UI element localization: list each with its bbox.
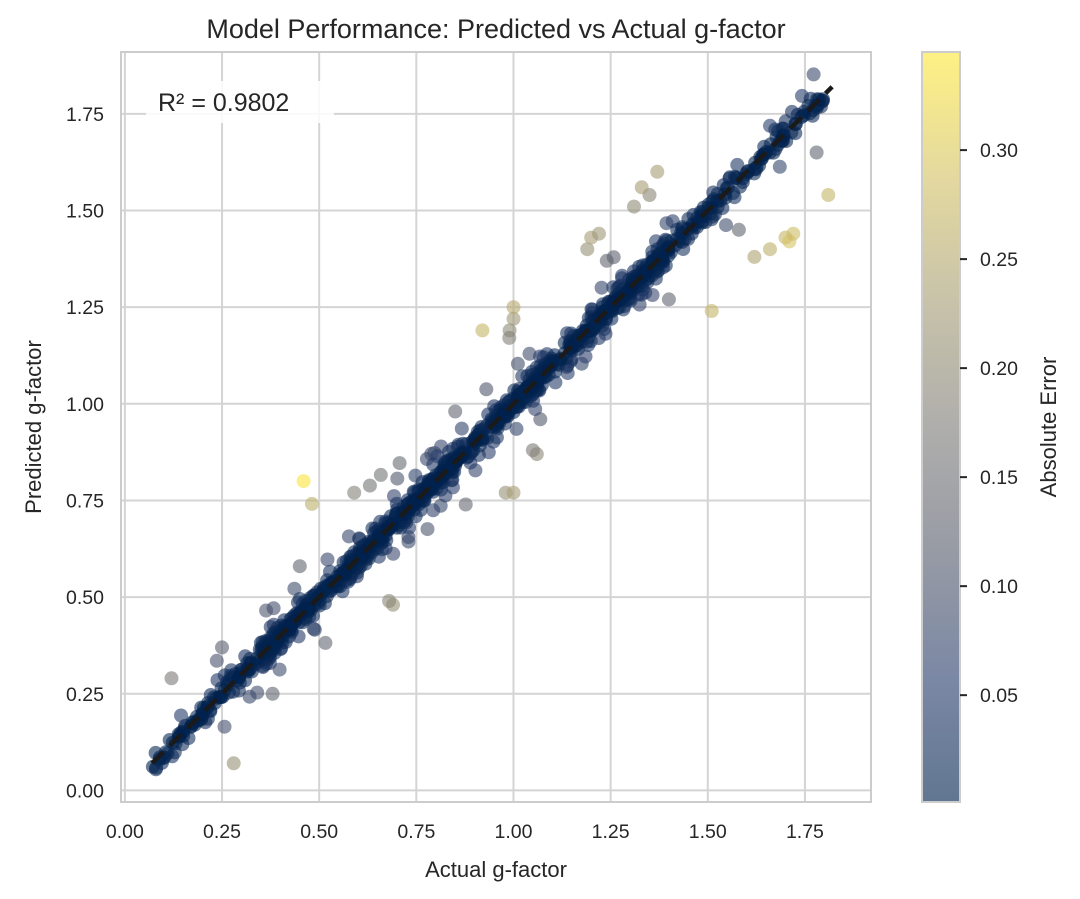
y-tick-label: 1.25 xyxy=(66,297,104,319)
scatter-point xyxy=(661,292,676,307)
plot-frame xyxy=(120,51,872,803)
scatter-point xyxy=(426,503,441,518)
scatter-point xyxy=(373,467,388,482)
scatter-point xyxy=(594,280,609,295)
scatter-point xyxy=(772,159,787,174)
colorbar-frame xyxy=(921,51,961,803)
scatter-point xyxy=(420,522,435,537)
y-tick-label: 0.50 xyxy=(66,587,104,609)
scatter-point xyxy=(731,222,746,237)
x-tick-label: 1.25 xyxy=(592,821,630,843)
scatter-point xyxy=(382,594,397,608)
scatter-point xyxy=(592,226,606,241)
scatter-point xyxy=(174,708,188,723)
scatter-point xyxy=(215,640,229,655)
scatter-points xyxy=(145,67,836,835)
scatter-point xyxy=(265,686,280,701)
y-tick-label: 1.75 xyxy=(66,104,104,126)
scatter-point xyxy=(510,356,525,371)
scatter-point xyxy=(479,382,494,397)
scatter-point xyxy=(704,304,719,318)
y-tick-label: 0.00 xyxy=(66,780,104,802)
scatter-point xyxy=(287,581,302,596)
scatter-point xyxy=(506,485,521,500)
x-tick-label: 1.00 xyxy=(495,821,533,843)
scatter-point xyxy=(217,719,232,734)
chart-title: Model Performance: Predicted vs Actual g… xyxy=(206,14,785,44)
scatter-point xyxy=(506,300,521,315)
y-tick-label: 0.75 xyxy=(66,490,104,512)
scatter-point xyxy=(475,323,490,338)
scatter-point xyxy=(320,552,335,567)
colorbar-tick-label: 0.15 xyxy=(980,467,1018,489)
x-tick-label: 0.50 xyxy=(300,821,338,843)
x-tick-label: 0.25 xyxy=(203,821,241,843)
scatter-point xyxy=(650,164,665,179)
scatter-point xyxy=(606,250,621,265)
scatter-point xyxy=(786,226,801,241)
y-tick-label: 1.50 xyxy=(66,201,104,223)
scatter-point xyxy=(296,474,311,489)
scatter-point xyxy=(506,311,521,326)
r2-annotation-box xyxy=(146,81,334,123)
y-axis-ticks: 0.00 0.25 0.50 0.75 1.00 1.25 1.50 1.75 xyxy=(66,104,104,803)
colorbar-tick-label: 0.25 xyxy=(980,249,1018,271)
scatter-point xyxy=(730,157,745,172)
scatter-point xyxy=(362,478,377,493)
colorbar-tick-label: 0.30 xyxy=(980,140,1018,162)
scatter-point xyxy=(306,621,321,636)
identity-reference-line xyxy=(150,85,834,765)
scatter-point xyxy=(821,188,836,202)
scatter-point xyxy=(392,456,407,471)
scatter-point xyxy=(390,471,405,486)
scatter-point xyxy=(454,421,469,436)
scatter-point xyxy=(627,199,641,214)
y-tick-label: 1.00 xyxy=(66,394,104,416)
scatter-point xyxy=(763,242,777,257)
x-tick-label: 1.75 xyxy=(786,821,824,843)
scatter-point xyxy=(347,485,362,500)
y-tick-label: 0.25 xyxy=(66,684,104,706)
scatter-point xyxy=(529,447,544,462)
scatter-point xyxy=(292,559,307,574)
colorbar-ticks: 0.05 0.10 0.15 0.20 0.25 0.30 xyxy=(960,140,1018,707)
scatter-point xyxy=(719,218,733,233)
scatter-point xyxy=(242,689,257,704)
scatter-point xyxy=(266,601,281,616)
scatter-point xyxy=(747,249,762,264)
scatter-point xyxy=(809,145,824,160)
colorbar-tick-label: 0.05 xyxy=(980,685,1018,707)
scatter-point xyxy=(502,330,517,345)
scatter-point xyxy=(580,242,595,257)
colorbar-tick-label: 0.20 xyxy=(980,358,1018,380)
x-tick-label: 0.75 xyxy=(397,821,435,843)
scatter-point xyxy=(209,653,224,668)
scatter-point xyxy=(318,635,333,650)
x-axis-ticks: 0.00 0.25 0.50 0.75 1.00 1.25 1.50 1.75 xyxy=(106,821,824,843)
scatter-point xyxy=(448,404,463,419)
x-axis-label: Actual g-factor xyxy=(425,857,567,882)
x-tick-label: 0.00 xyxy=(106,821,144,843)
scatter-point xyxy=(155,821,169,835)
scatter-point xyxy=(164,671,179,686)
colorbar-tick-label: 0.10 xyxy=(980,576,1018,598)
r2-annotation: R² = 0.9802 xyxy=(158,89,289,117)
colorbar-label: Absolute Error xyxy=(1036,357,1061,498)
y-axis-label: Predicted g-factor xyxy=(21,340,46,514)
colorbar xyxy=(922,52,960,802)
scatter-point xyxy=(304,496,319,511)
scatter-point xyxy=(806,67,821,82)
scatter-point xyxy=(458,497,473,512)
scatter-point xyxy=(226,756,241,771)
scatter-point xyxy=(509,421,524,436)
scatter-point xyxy=(634,180,649,195)
scatter-point xyxy=(522,346,537,361)
x-tick-label: 1.50 xyxy=(689,821,727,843)
